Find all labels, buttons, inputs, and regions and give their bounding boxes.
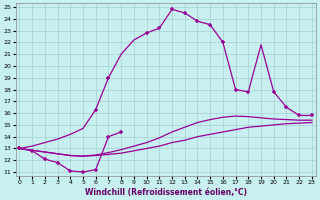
X-axis label: Windchill (Refroidissement éolien,°C): Windchill (Refroidissement éolien,°C) [85, 188, 247, 197]
